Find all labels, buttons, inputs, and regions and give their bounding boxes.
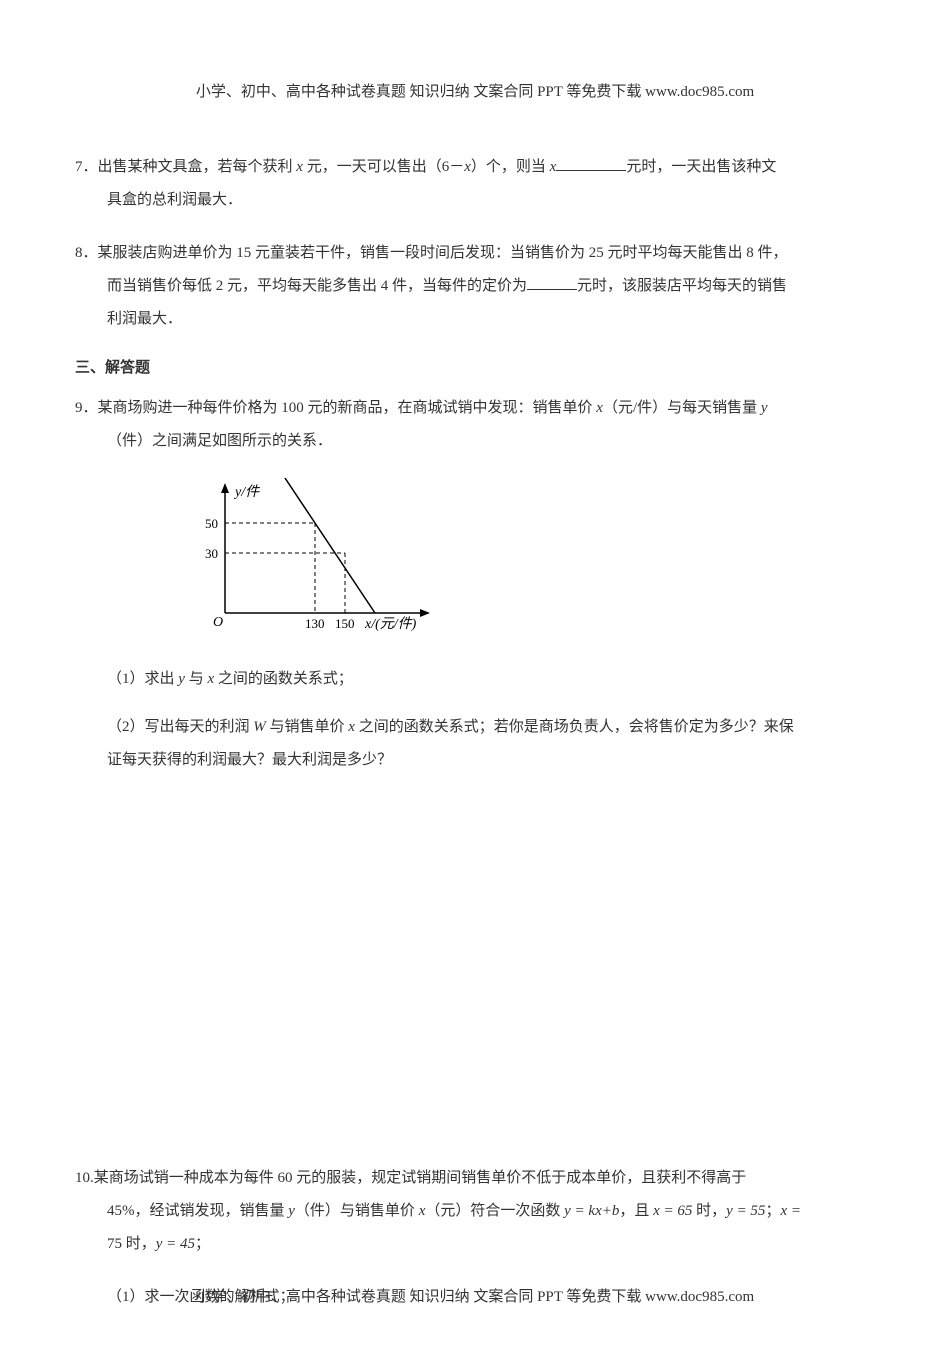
problem-number: 7．: [75, 159, 98, 175]
problem-number: 8．: [75, 245, 98, 261]
variable-y: y: [761, 400, 768, 416]
problem-text: ）个，则当: [471, 159, 550, 175]
problem-9-sub2: （2）写出每天的利润 W 与销售单价 x 之间的函数关系式；若你是商场负责人，会…: [75, 711, 875, 777]
equation: y = 45: [156, 1236, 195, 1252]
problem-number: 9．: [75, 400, 98, 416]
section-title-3: 三、解答题: [75, 356, 875, 377]
y-tick-50: 50: [205, 516, 218, 531]
equation: y = kx+b: [564, 1203, 619, 1219]
equation: x = 65: [653, 1203, 692, 1219]
problem-text-line2: （件）之间满足如图所示的关系．: [75, 425, 875, 458]
problem-text-line2: 具盒的总利润最大．: [75, 184, 875, 217]
problem-text: 出售某种文具盒，若每个获利: [98, 159, 297, 175]
sub-problem-text: 之间的函数关系式；若你是商场负责人，会将售价定为多少？来保: [355, 719, 794, 735]
problem-text: ，且: [619, 1203, 653, 1219]
problem-text: 某商场试销一种成本为每件 60 元的服装，规定试销期间销售单价不低于成本单价，且…: [94, 1170, 747, 1186]
problem-text: 某商场购进一种每件价格为 100 元的新商品，在商城试销中发现：销售单价: [98, 400, 597, 416]
problem-text: 元，一天可以售出（6－: [303, 159, 464, 175]
variable-y: y: [178, 671, 185, 687]
equation: y = 55: [726, 1203, 765, 1219]
problem-text: ；: [765, 1203, 780, 1219]
origin-label: O: [213, 615, 223, 630]
line-chart: y/件 50 30 130 150 x/(元/件) O: [185, 478, 875, 643]
sub-problem-text-line2: 证每天获得的利润最大？最大利润是多少？: [107, 752, 392, 768]
variable-x: x: [596, 400, 603, 416]
blank-space: [75, 792, 875, 1162]
problem-text: 45%，经试销发现，销售量: [107, 1203, 288, 1219]
problem-text: （件）与销售单价: [295, 1203, 419, 1219]
sub-problem-text: （2）写出每天的利润: [107, 719, 253, 735]
variable-x: x: [296, 159, 303, 175]
chart-svg: y/件 50 30 130 150 x/(元/件) O: [185, 478, 445, 638]
x-axis-label: x/(元/件): [364, 616, 417, 632]
problem-text: 元时，一天出售该种文: [626, 159, 776, 175]
x-tick-130: 130: [305, 616, 325, 631]
sub-problem-text: 与: [185, 671, 208, 687]
sub-problem-text: （1）求出: [107, 671, 178, 687]
y-axis-label: y/件: [233, 484, 260, 500]
problem-9: 9．某商场购进一种每件价格为 100 元的新商品，在商城试销中发现：销售单价 x…: [75, 392, 875, 458]
sub-problem-text: 之间的函数关系式；: [214, 671, 353, 687]
fill-blank: [527, 275, 577, 290]
y-tick-30: 30: [205, 546, 218, 561]
problem-text-line2: 而当销售价每低 2 元，平均每天能多售出 4 件，当每件的定价为 元时，该服装店平…: [75, 270, 875, 303]
sub-problem-text: 与销售单价: [266, 719, 349, 735]
variable-w: W: [253, 719, 266, 735]
variable-x: x: [348, 719, 355, 735]
problem-text-line3: 利润最大．: [75, 303, 875, 336]
variable-x: x: [550, 159, 557, 175]
equation: x =: [780, 1203, 801, 1219]
page-header: 小学、初中、高中各种试卷真题 知识归纳 文案合同 PPT 等免费下载 www.d…: [75, 80, 875, 101]
problem-text: 而当销售价每低 2 元，平均每天能多售出 4 件，当每件的定价为: [107, 278, 527, 294]
problem-number: 10.: [75, 1170, 94, 1186]
problem-8: 8．某服装店购进单价为 15 元童装若干件，销售一段时间后发现：当销售价为 25…: [75, 237, 875, 336]
page-footer: 小学、初中、高中各种试卷真题 知识归纳 文案合同 PPT 等免费下载 www.d…: [0, 1285, 950, 1306]
problem-text-line3: 75 时，y = 45；: [75, 1228, 875, 1261]
fill-blank: [556, 156, 626, 171]
problem-text: 75 时，: [107, 1236, 156, 1252]
problem-text: 元时，该服装店平均每天的销售: [577, 278, 787, 294]
variable-y: y: [288, 1203, 295, 1219]
problem-9-sub1: （1）求出 y 与 x 之间的函数关系式；: [75, 663, 875, 696]
problem-text: （元）符合一次函数: [425, 1203, 564, 1219]
x-tick-150: 150: [335, 616, 355, 631]
problem-text-line2: 45%，经试销发现，销售量 y（件）与销售单价 x（元）符合一次函数 y = k…: [75, 1195, 875, 1228]
problem-text: ；: [195, 1236, 210, 1252]
variable-x: x: [464, 159, 471, 175]
problem-text: 某服装店购进单价为 15 元童装若干件，销售一段时间后发现：当销售价为 25 元…: [98, 245, 788, 261]
problem-text: （元/件）与每天销售量: [603, 400, 761, 416]
problem-10: 10.某商场试销一种成本为每件 60 元的服装，规定试销期间销售单价不低于成本单…: [75, 1162, 875, 1261]
problem-text: 时，: [692, 1203, 726, 1219]
problem-7: 7．出售某种文具盒，若每个获利 x 元，一天可以售出（6－x）个，则当 x元时，…: [75, 151, 875, 217]
